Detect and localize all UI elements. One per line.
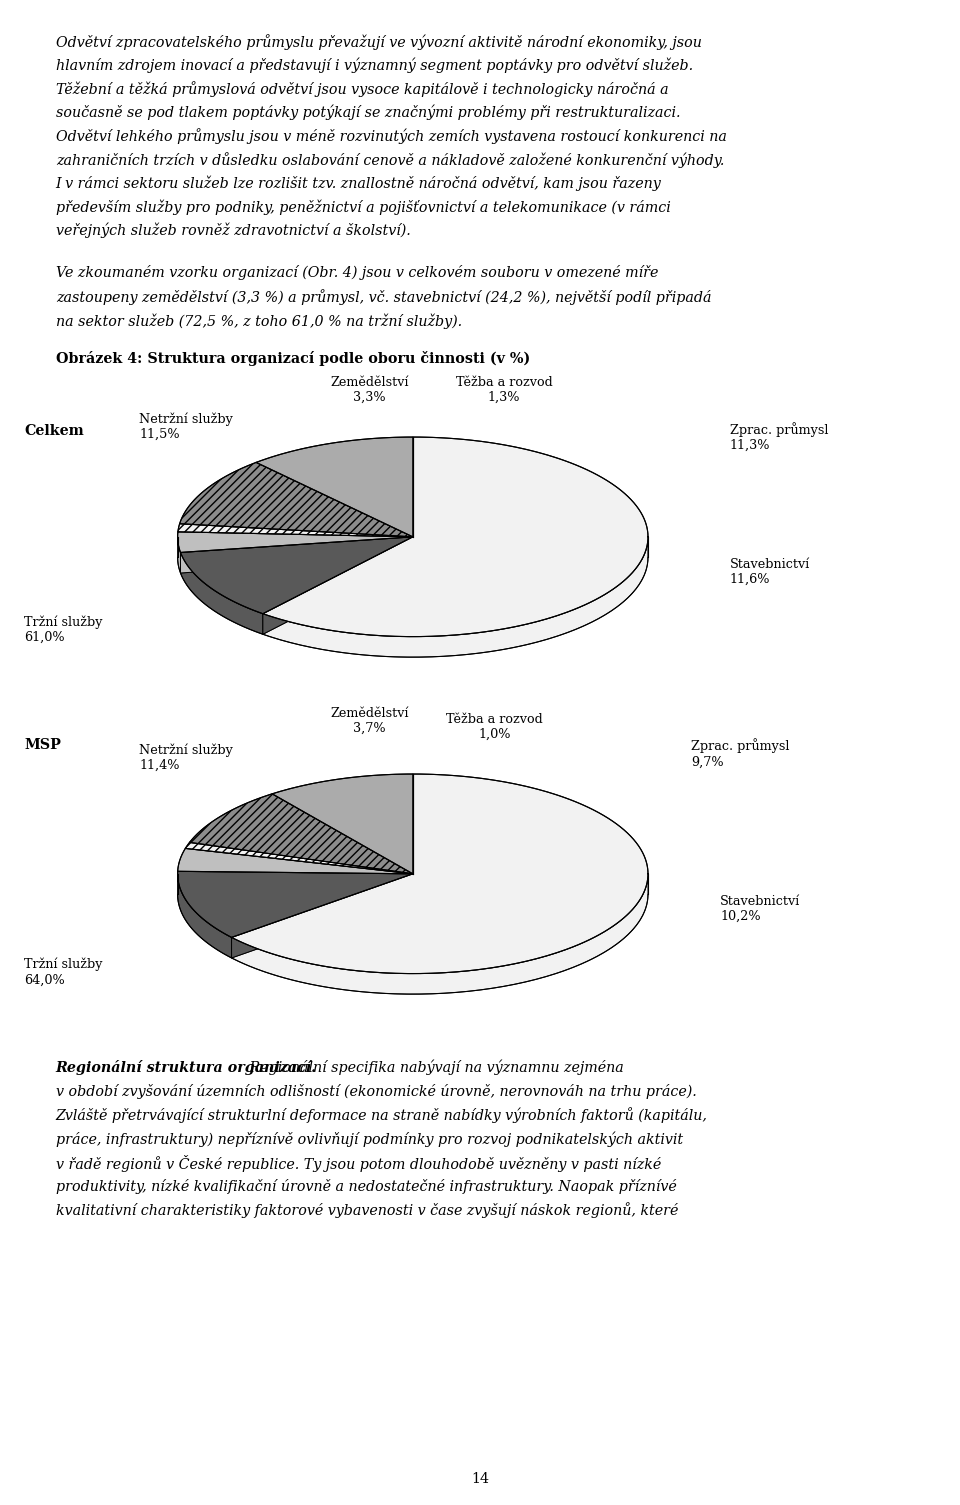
Text: Stavebnictví
10,2%: Stavebnictví 10,2%: [720, 895, 801, 923]
Polygon shape: [180, 537, 413, 573]
Polygon shape: [178, 531, 413, 552]
Text: Zvláště přetrvávající strukturlní deformace na straně nabídky výrobních faktorů : Zvláště přetrvávající strukturlní deform…: [56, 1108, 708, 1123]
Polygon shape: [231, 774, 648, 974]
Text: v řadě regionů v České republice. Ty jsou potom dlouhodobě uvězněny v pasti nízk: v řadě regionů v České republice. Ty jso…: [56, 1154, 660, 1172]
Text: Odvětví lehkého průmyslu jsou v méně rozvinutých zemích vystavena rostoucí konku: Odvětví lehkého průmyslu jsou v méně roz…: [56, 128, 727, 144]
Text: především služby pro podniky, peněžnictví a pojišťovnictví a telekomunikace (v r: především služby pro podniky, peněžnictv…: [56, 199, 670, 215]
Text: Zemědělství
3,7%: Zemědělství 3,7%: [330, 707, 409, 736]
Text: zahraničních trzích v důsledku oslabování cenově a nákladově založené konkurenčn: zahraničních trzích v důsledku oslabován…: [56, 152, 724, 169]
Polygon shape: [178, 524, 413, 537]
Text: Zprac. průmysl
9,7%: Zprac. průmysl 9,7%: [691, 739, 790, 769]
Text: práce, infrastruktury) nepříznívě ovlivňují podmínky pro rozvoj podnikatelských : práce, infrastruktury) nepříznívě ovlivň…: [56, 1132, 683, 1147]
Text: Ve zkoumaném vzorku organizací (Obr. 4) jsou v celkovém souboru v omezené míře: Ve zkoumaném vzorku organizací (Obr. 4) …: [56, 265, 658, 280]
Polygon shape: [273, 774, 413, 874]
Text: současně se pod tlakem poptávky potýkají se značnými problémy při restrukturaliz: současně se pod tlakem poptávky potýkají…: [56, 105, 681, 120]
Polygon shape: [178, 871, 413, 938]
Polygon shape: [178, 849, 413, 874]
Text: Těžba a rozvod
1,3%: Těžba a rozvod 1,3%: [456, 376, 552, 405]
Polygon shape: [263, 436, 648, 637]
Text: hlavním zdrojem inovací a představují i významný segment poptávky pro odvětví sl: hlavním zdrojem inovací a představují i …: [56, 57, 693, 72]
Text: Odvětví zpracovatelského průmyslu převažují ve vývozní aktivitě národní ekonomik: Odvětví zpracovatelského průmyslu převaž…: [56, 33, 702, 50]
Polygon shape: [180, 552, 263, 634]
Text: MSP: MSP: [24, 737, 60, 751]
Text: Stavebnictví
11,6%: Stavebnictví 11,6%: [730, 558, 810, 585]
Text: na sektor služeb (72,5 %, z toho 61,0 % na tržní služby).: na sektor služeb (72,5 %, z toho 61,0 % …: [56, 313, 462, 330]
Polygon shape: [180, 537, 413, 573]
Text: Tržní služby
64,0%: Tržní služby 64,0%: [24, 957, 103, 986]
Text: Celkem: Celkem: [24, 424, 84, 438]
Polygon shape: [263, 540, 648, 658]
Polygon shape: [178, 874, 231, 959]
Text: zastoupeny zemědělství (3,3 %) a průmysl, vč. stavebnictví (24,2 %), největší po: zastoupeny zemědělství (3,3 %) a průmysl…: [56, 289, 711, 306]
Polygon shape: [180, 537, 413, 614]
Text: v období zvyšování územních odlišností (ekonomické úrovně, nerovnováh na trhu pr: v období zvyšování územních odlišností (…: [56, 1084, 696, 1099]
Polygon shape: [231, 874, 413, 959]
Polygon shape: [263, 537, 413, 634]
Text: veřejných služeb rovněž zdravotnictví a školství).: veřejných služeb rovněž zdravotnictví a …: [56, 223, 411, 238]
Text: produktivity, nízké kvalifikační úrovně a nedostatečné infrastruktury. Naopak př: produktivity, nízké kvalifikační úrovně …: [56, 1178, 677, 1193]
Text: Těžební a těžká průmyslová odvětví jsou vysoce kapitálově i technologicky náročn: Těžební a těžká průmyslová odvětví jsou …: [56, 81, 668, 96]
Text: Regionální struktura organizací.: Regionální struktura organizací.: [56, 1060, 317, 1075]
Text: Tržní služby
61,0%: Tržní služby 61,0%: [24, 616, 103, 644]
Text: Netržní služby
11,4%: Netržní služby 11,4%: [139, 743, 233, 772]
Text: Obrázek 4: Struktura organizací podle oboru činnosti (v %): Obrázek 4: Struktura organizací podle ob…: [56, 351, 530, 366]
Text: kvalitativní charakteristiky faktorové vybavenosti v čase zvyšují náskok regionů: kvalitativní charakteristiky faktorové v…: [56, 1202, 678, 1219]
Text: I v rámci sektoru služeb lze rozlišit tzv. znallostně náročná odvětví, kam jsou : I v rámci sektoru služeb lze rozlišit tz…: [56, 176, 661, 191]
Text: Těžba a rozvod
1,0%: Těžba a rozvod 1,0%: [446, 713, 542, 740]
Polygon shape: [256, 436, 413, 537]
Polygon shape: [189, 793, 413, 874]
Text: Netržní služby
11,5%: Netržní služby 11,5%: [139, 412, 233, 441]
Polygon shape: [180, 462, 413, 537]
Polygon shape: [231, 874, 648, 995]
Polygon shape: [185, 843, 413, 874]
Polygon shape: [263, 537, 413, 634]
Text: Zemědělství
3,3%: Zemědělství 3,3%: [330, 376, 409, 405]
Polygon shape: [178, 537, 180, 573]
Polygon shape: [231, 874, 413, 959]
Text: Regionální specifika nabývají na významnu zejména: Regionální specifika nabývají na významn…: [246, 1060, 624, 1076]
Text: 14: 14: [471, 1472, 489, 1487]
Text: Zprac. průmysl
11,3%: Zprac. průmysl 11,3%: [730, 421, 828, 452]
